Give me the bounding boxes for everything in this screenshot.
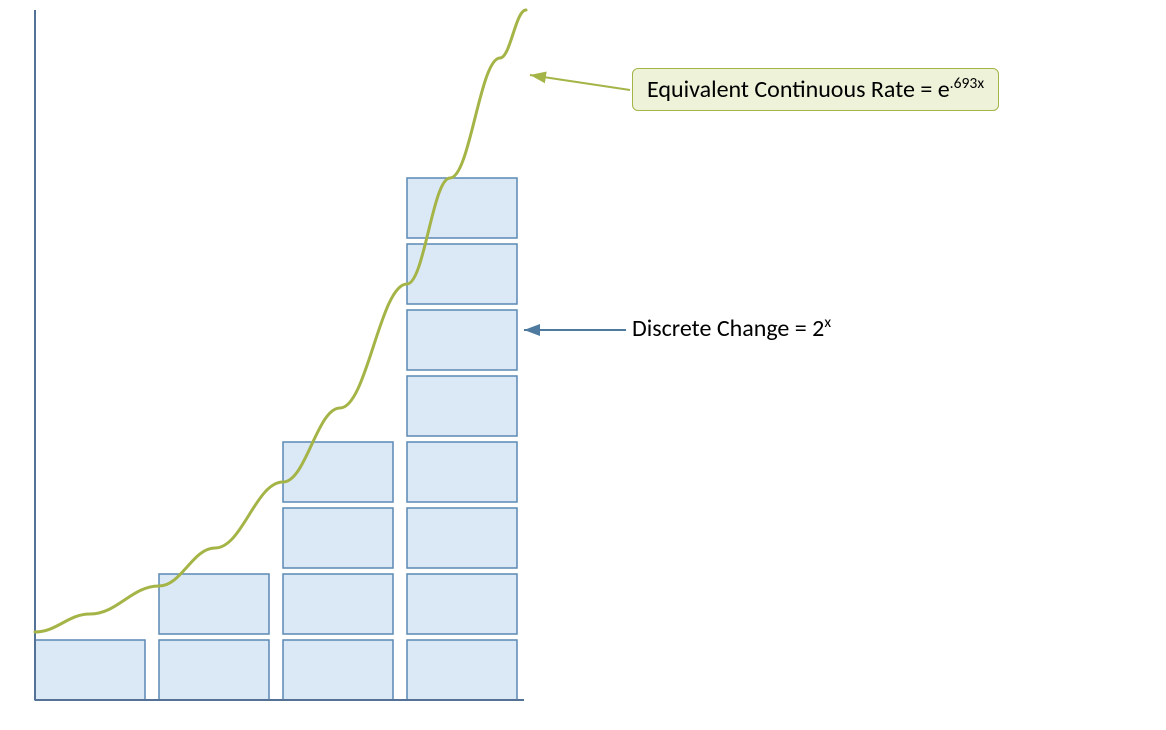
bar-block bbox=[35, 640, 145, 700]
bar-block bbox=[159, 640, 269, 700]
bar-block bbox=[407, 376, 517, 436]
discrete-change-text: Discrete Change = 2 bbox=[632, 314, 824, 343]
continuous-arrow bbox=[530, 75, 630, 90]
bar-block bbox=[407, 178, 517, 238]
bar-block bbox=[407, 508, 517, 568]
bar-block bbox=[283, 574, 393, 634]
bar-block bbox=[407, 310, 517, 370]
discrete-change-callout: Discrete Change = 2x bbox=[632, 314, 831, 343]
continuous-rate-sup: .693x bbox=[950, 74, 984, 93]
bar-block bbox=[407, 574, 517, 634]
continuous-rate-callout: Equivalent Continuous Rate = e.693x bbox=[632, 68, 999, 111]
discrete-change-sup: x bbox=[824, 313, 831, 332]
continuous-rate-text: Equivalent Continuous Rate = e bbox=[647, 75, 950, 104]
bar-block bbox=[407, 442, 517, 502]
bar-block bbox=[159, 574, 269, 634]
bar-block bbox=[283, 508, 393, 568]
bar-block bbox=[283, 442, 393, 502]
bar-block bbox=[283, 640, 393, 700]
bar-block bbox=[407, 640, 517, 700]
